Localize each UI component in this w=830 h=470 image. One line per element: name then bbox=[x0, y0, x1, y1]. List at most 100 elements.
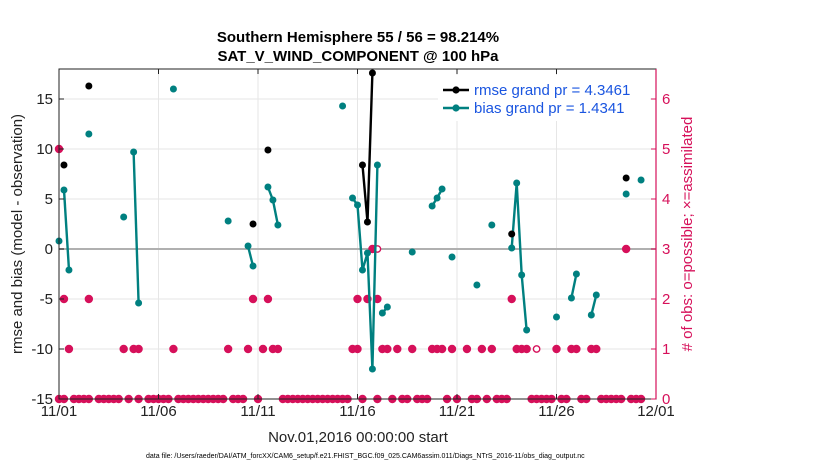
y-right-tick-label: 0 bbox=[662, 391, 670, 408]
obs-assimilated-point bbox=[119, 344, 128, 354]
y-tick-label: 5 bbox=[45, 191, 53, 208]
obs-assimilated-point bbox=[258, 344, 268, 354]
bias-point bbox=[572, 270, 580, 278]
x-tick-label: 11/01 bbox=[41, 403, 77, 420]
obs-assimilated-point bbox=[134, 344, 143, 354]
obs-assimilated-point bbox=[447, 344, 457, 354]
bias-point bbox=[553, 313, 560, 321]
obs-assimilated-point bbox=[353, 344, 362, 354]
bias-point bbox=[135, 299, 143, 307]
y-right-tick-label: 3 bbox=[662, 241, 670, 258]
obs-assimilated-point bbox=[477, 344, 487, 354]
rmse-point bbox=[363, 218, 371, 226]
bias-point bbox=[120, 213, 128, 221]
x-tick-label: 11/16 bbox=[339, 403, 375, 420]
obs-assimilated-point bbox=[383, 344, 392, 354]
bias-point bbox=[408, 248, 416, 256]
bias-point bbox=[473, 281, 481, 289]
y-tick-label: -10 bbox=[31, 341, 53, 358]
rmse-point bbox=[358, 161, 366, 169]
bias-point bbox=[60, 186, 68, 194]
y-tick-label: 15 bbox=[36, 91, 53, 108]
obs-assimilated-point bbox=[522, 344, 531, 354]
x-tick-label: 11/21 bbox=[439, 403, 475, 420]
obs-assimilated-point bbox=[408, 344, 417, 354]
bias-point bbox=[339, 102, 347, 110]
obs-assimilated-point bbox=[462, 344, 472, 354]
rmse-point bbox=[264, 146, 272, 154]
bias-point bbox=[438, 185, 446, 193]
y-right-tick-label: 5 bbox=[662, 141, 670, 158]
bias-point bbox=[622, 190, 630, 198]
x-tick-label: 12/01 bbox=[637, 403, 675, 420]
bias-line bbox=[62, 189, 71, 271]
bias-point bbox=[274, 221, 282, 229]
bias-point bbox=[65, 266, 73, 274]
rmse-point bbox=[85, 82, 93, 90]
y-right-tick-label: 6 bbox=[662, 91, 670, 108]
legend-box bbox=[438, 75, 650, 121]
rmse-point bbox=[60, 161, 68, 169]
y-axis-left-label: rmse and bias (model - observation) bbox=[9, 114, 26, 354]
rmse-point bbox=[508, 230, 516, 238]
bias-point bbox=[169, 85, 177, 93]
obs-assimilated-point bbox=[437, 344, 447, 354]
bias-point bbox=[130, 148, 138, 156]
legend-rmse-label: rmse grand pr = 4.3461 bbox=[474, 82, 630, 99]
obs-assimilated-point bbox=[84, 294, 94, 304]
y-tick-label: 10 bbox=[36, 141, 53, 158]
obs-assimilated-point bbox=[621, 244, 631, 254]
bias-point bbox=[354, 201, 361, 209]
bias-point bbox=[349, 194, 357, 202]
obs-assimilated-point bbox=[64, 344, 74, 354]
bias-point bbox=[363, 249, 371, 257]
bias-point bbox=[269, 196, 277, 204]
obs-assimilated-point bbox=[273, 344, 283, 354]
obs-assimilated-point bbox=[572, 344, 581, 354]
obs-assimilated-point bbox=[507, 294, 516, 304]
y-tick-label: -15 bbox=[31, 391, 53, 408]
y-right-tick-label: 2 bbox=[662, 291, 670, 308]
obs-assimilated-point bbox=[169, 344, 178, 354]
rmse-point bbox=[368, 69, 376, 77]
obs-assimilated-point bbox=[487, 344, 497, 354]
obs-assimilated-point bbox=[552, 344, 561, 354]
bias-series-layer bbox=[55, 85, 645, 373]
obs-assimilated-point bbox=[223, 344, 233, 354]
rmse-point bbox=[622, 174, 630, 182]
bias-point bbox=[264, 183, 272, 191]
legend-bias-label: bias grand pr = 1.4341 bbox=[474, 100, 625, 117]
bias-point bbox=[523, 326, 531, 334]
bias-point bbox=[249, 262, 257, 270]
y-axis-right-ticks: 0 1 2 3 4 5 6 bbox=[651, 69, 670, 408]
bias-point bbox=[244, 242, 252, 250]
y-axis-right-label: # of obs: o=possible; ×=assimilated bbox=[679, 117, 696, 352]
bias-point bbox=[358, 266, 366, 274]
bias-point bbox=[518, 271, 526, 279]
bias-point bbox=[433, 194, 441, 202]
x-tick-label: 11/11 bbox=[240, 403, 275, 420]
bias-point bbox=[85, 130, 93, 138]
data-file-footnote: data file: /Users/raeder/DAI/ATM_forcXX/… bbox=[146, 453, 585, 460]
y-right-tick-label: 4 bbox=[662, 191, 670, 208]
x-axis-label: Nov.01,2016 00:00:00 start bbox=[268, 429, 449, 446]
bias-point bbox=[592, 291, 600, 299]
legend-rmse-marker bbox=[452, 86, 460, 94]
bias-point bbox=[428, 202, 436, 210]
rmse-series-layer bbox=[60, 69, 630, 238]
legend: rmse grand pr = 4.3461 bias grand pr = 1… bbox=[438, 75, 650, 121]
rmse-point bbox=[249, 220, 257, 228]
obs-assimilated-point bbox=[263, 294, 273, 304]
obs-assimilated-point bbox=[393, 344, 402, 354]
chart-subtitle: SAT_V_WIND_COMPONENT @ 100 hPa bbox=[217, 48, 499, 65]
y-tick-label: -5 bbox=[40, 291, 53, 308]
obs-assimilated-point bbox=[592, 344, 601, 354]
bias-line bbox=[132, 151, 140, 304]
bias-point bbox=[488, 221, 496, 229]
chart-title: Southern Hemisphere 55 / 56 = 98.214% bbox=[217, 29, 499, 46]
obs-assimilated-point bbox=[353, 294, 362, 304]
bias-line bbox=[510, 181, 528, 331]
obs-possible-point bbox=[532, 345, 541, 353]
bias-line bbox=[570, 273, 578, 299]
